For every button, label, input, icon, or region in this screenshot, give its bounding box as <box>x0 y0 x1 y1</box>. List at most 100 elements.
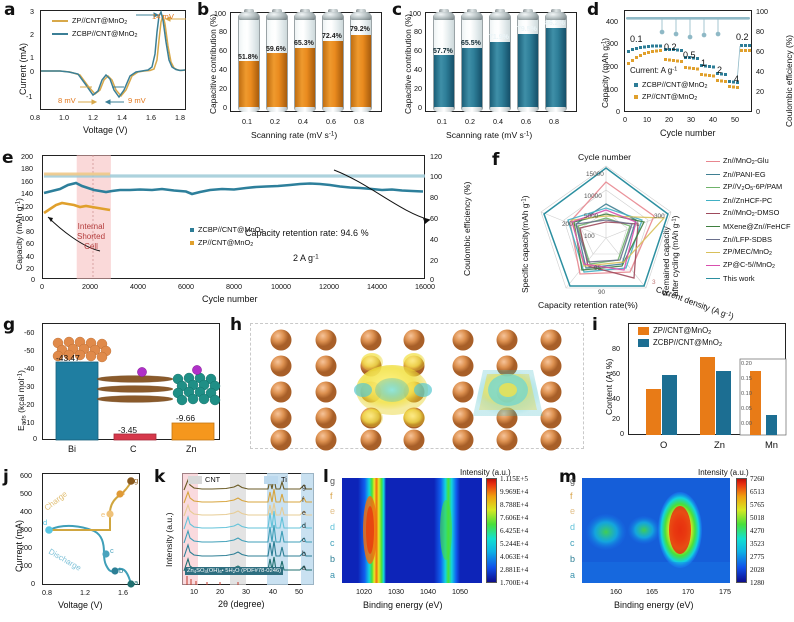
panel-e-ytick-20: 20 <box>26 264 34 273</box>
panel-m-row-f: f <box>570 491 573 501</box>
battery-terminal <box>466 9 478 14</box>
panel-f-legend-0: Zn//MnO2-Glu <box>723 156 769 167</box>
panel-h-image-frame <box>250 323 584 451</box>
panel-l-row-d: d <box>330 522 336 532</box>
legend-line-1 <box>706 173 720 176</box>
panel-f-axis-retention: Capacity retention rate(%) <box>538 300 638 310</box>
panel-m-cbtick-8: 1280 <box>750 579 765 587</box>
battery-value-label: 65.5% <box>461 39 481 47</box>
panel-d-y2tick-80: 80 <box>756 27 764 36</box>
panel-e-shorted-annotation: Internal Shorted Cell <box>77 222 106 251</box>
battery-foot <box>489 107 511 112</box>
panel-l: l Intensity (a.u.) <box>320 467 556 622</box>
battery-bar-1: 57.7% <box>433 9 455 112</box>
battery-bar-2: 59.6% <box>266 9 288 112</box>
panel-j-xtick-08: 0.8 <box>42 588 52 597</box>
panel-b-xtick-3: 0.6 <box>326 117 336 126</box>
panel-e: e Internal Shorted Cell Capacity retention… <box>0 150 490 315</box>
panel-g-bars <box>52 336 221 441</box>
panel-i-ylabel: Content (At %) <box>604 358 614 415</box>
panel-c-ytick-100: 100 <box>409 9 421 18</box>
panel-e-callout-arrow <box>333 169 431 224</box>
panel-l-label: l <box>323 467 329 487</box>
bar-o-zp <box>646 389 661 435</box>
panel-a-curves <box>41 9 186 105</box>
panel-l-colorbar-title: Intensity (a.u.) <box>460 468 511 477</box>
panel-j-ytick-100: 100 <box>20 561 32 570</box>
panel-d-legend-zp: ZP//CNT@MnO2 <box>642 92 698 103</box>
panel-d-y2tick-60: 60 <box>756 47 764 56</box>
panel-l-xtick-1020: 1020 <box>356 587 372 596</box>
panel-i-xtick-o: O <box>660 439 668 450</box>
panel-d-rate-3: 1 <box>701 58 707 68</box>
panel-d-y2tick-100: 100 <box>756 7 768 16</box>
panel-e-y2tick-20: 20 <box>430 256 438 265</box>
legend-line-0 <box>706 160 720 163</box>
panel-g-ytick-0: 0 <box>33 434 37 443</box>
panel-i-ytick-80: 80 <box>612 344 620 353</box>
panel-h: h <box>228 315 590 467</box>
battery-fill <box>239 60 259 110</box>
panel-e-y2tick-40: 40 <box>430 235 438 244</box>
panel-e-xtick-10000: 10000 <box>271 282 291 291</box>
legend-dot-zcbp <box>190 228 194 233</box>
panel-k-band-label-ti: Ti <box>281 475 287 484</box>
battery-fill <box>462 47 482 110</box>
panel-m-row-e: e <box>570 506 576 516</box>
panel-b-ylabel: Capacitive contribution (%) <box>208 13 218 114</box>
battery-bar-1: 51.8% <box>238 9 260 112</box>
panel-d-legend: ZCBP//CNT@MnO2 ZP//CNT@MnO2 <box>634 80 708 102</box>
panel-k-band-legend: CNT <box>188 475 220 484</box>
panel-h-charge-density <box>270 329 562 451</box>
panel-k-label: k <box>154 467 166 487</box>
panel-k-ylabel: Intensity (a.u.) <box>164 512 174 567</box>
battery-fill <box>546 28 566 110</box>
legend-dot-zcbp <box>634 83 638 88</box>
battery-body <box>294 14 316 111</box>
panel-l-cbtick-5: 5.244E+4 <box>500 540 529 548</box>
panel-m-row-c: c <box>570 538 575 548</box>
panel-e-y2tick-120: 120 <box>430 152 442 161</box>
panel-d-xtick-20: 20 <box>665 115 673 124</box>
panel-m: m Intensity (a.u.) <box>556 467 794 622</box>
panel-k-xtick-10: 10 <box>190 587 198 596</box>
panel-a-ytick-2: 2 <box>30 30 34 39</box>
panel-m-colorbar <box>736 478 747 583</box>
panel-f-legend-6: Zn//LFP-SDBS <box>723 235 772 244</box>
battery-cap <box>461 12 483 20</box>
panel-m-cbtick-6: 2775 <box>750 553 765 561</box>
panel-c-ytick-60: 60 <box>414 46 422 55</box>
band-swatch-cnt <box>188 475 202 484</box>
legend-line-9 <box>706 277 720 280</box>
panel-d-xtick-50: 50 <box>731 115 739 124</box>
battery-cap <box>238 12 260 20</box>
panel-k-band-legend-ti: Ti <box>264 475 287 484</box>
panel-l-cbtick-1: 9.969E+4 <box>500 488 529 496</box>
panel-g-value-c: -3.45 <box>118 425 138 435</box>
battery-foot <box>517 107 539 112</box>
svg-text:e: e <box>101 510 105 519</box>
panel-f-legend-5: MXene@Zn//FeHCF <box>723 222 791 231</box>
battery-fill <box>434 55 454 110</box>
panel-g-ytick-40: -40 <box>24 364 35 373</box>
panel-c-xtick-2: 0.4 <box>493 117 503 126</box>
legend-dot-zp <box>190 241 194 246</box>
panel-g-value-zn: -9.66 <box>176 413 196 423</box>
panel-k-xtick-20: 20 <box>216 587 224 596</box>
panel-a-xtick-0: 0.8 <box>30 113 40 122</box>
panel-d-rate-0: 0.1 <box>630 34 643 44</box>
battery-foot <box>545 107 567 112</box>
panel-c-ylabel: Capacitive contribution (%) <box>403 13 413 114</box>
svg-text:1: 1 <box>636 221 640 228</box>
panel-f-legend: Zn//MnO2-Glu Zn//PANI-EG ZP//V2O5-6P/PAM… <box>706 155 790 285</box>
panel-m-colorbar-title: Intensity (a.u.) <box>698 468 749 477</box>
panel-c-xlabel: Scanning rate (mV s-1) <box>446 130 533 140</box>
panel-d-xtick-0: 0 <box>623 115 627 124</box>
battery-body <box>433 14 455 111</box>
svg-text:95: 95 <box>594 265 602 272</box>
battery-cap <box>294 12 316 20</box>
point-c <box>102 550 110 558</box>
svg-text:b: b <box>119 566 123 575</box>
panel-g-ytick-20: -20 <box>24 400 35 409</box>
panel-a: a 14 mV 8 mV 9 mV ZP//CNT@MnO2 <box>0 0 195 150</box>
